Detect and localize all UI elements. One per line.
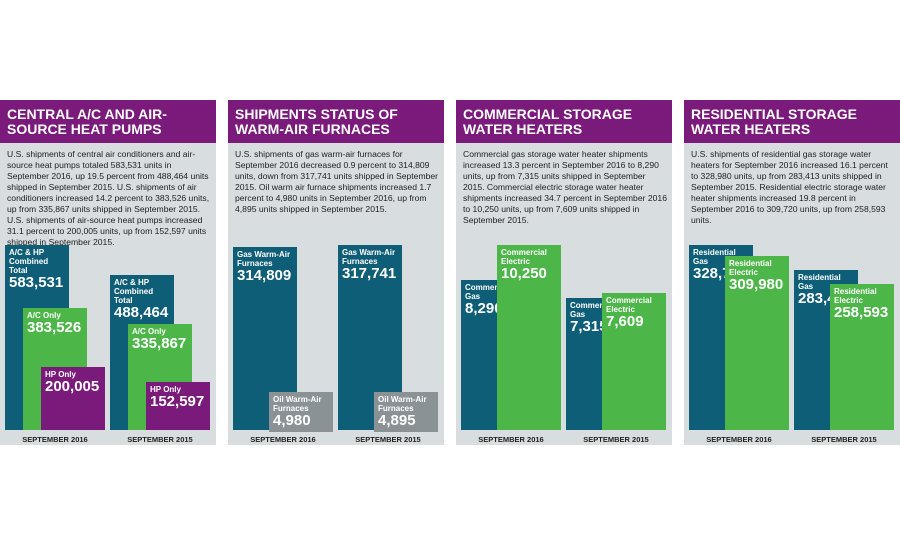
- series-name: Commercial Gas: [570, 300, 616, 319]
- value-label: 258,593: [834, 304, 889, 322]
- series-name: A/C Only: [132, 326, 166, 336]
- category-label: SEPTEMBER 2016: [478, 435, 544, 444]
- bar-label: Gas Warm-Air Furnaces 314,809: [233, 246, 297, 287]
- panel-title: RESIDENTIAL STORAGE WATER HEATERS: [684, 100, 900, 143]
- bar-label: Residential Electric 309,980: [725, 255, 789, 296]
- category-label: SEPTEMBER 2015: [583, 435, 649, 444]
- bar-label: HP Only 200,005: [41, 366, 105, 398]
- series-name: Commercial Electric: [501, 248, 547, 266]
- panel-text: U.S. shipments of gas warm-air furnaces …: [235, 149, 439, 214]
- panel-title: COMMERCIAL STORAGE WATER HEATERS: [456, 100, 672, 143]
- category-label: SEPTEMBER 2015: [355, 435, 421, 444]
- panel: COMMERCIAL STORAGE WATER HEATERS Commerci…: [456, 100, 672, 445]
- value-label: 314,809: [237, 266, 292, 284]
- bar-label: Gas Warm-Air Furnaces 317,741: [338, 245, 402, 285]
- series-name: Gas Warm-Air Furnaces: [237, 249, 291, 268]
- panel-title: SHIPMENTS STATUS OF WARM-AIR FURNACES: [228, 100, 444, 143]
- panel-text: Commercial gas storage water heater ship…: [463, 149, 667, 225]
- series-name: A/C & HP Combined Total: [114, 278, 154, 306]
- series-name: Oil Warm-Air Furnaces: [273, 395, 322, 413]
- panel: SHIPMENTS STATUS OF WARM-AIR FURNACES U.S…: [228, 100, 444, 445]
- category-label: SEPTEMBER 2016: [706, 435, 772, 444]
- bar-label: Oil Warm-Air Furnaces 4,895: [374, 392, 438, 432]
- panel-text: U.S. shipments of residential gas storag…: [691, 149, 888, 225]
- panel: CENTRAL A/C AND AIR-SOURCE HEAT PUMPS U.S…: [0, 100, 216, 445]
- value-label: 10,250: [501, 265, 547, 282]
- value-label: 4,895: [378, 412, 416, 429]
- panel: RESIDENTIAL STORAGE WATER HEATERS U.S. sh…: [684, 100, 900, 445]
- value-label: 4,980: [273, 412, 311, 429]
- series-name: HP Only: [45, 369, 76, 379]
- bar-label: HP Only 152,597: [146, 381, 210, 413]
- value-label: 309,980: [729, 275, 784, 293]
- series-name: A/C Only: [27, 311, 61, 321]
- value-label: 7,609: [606, 312, 644, 330]
- series-name: Residential Gas: [798, 273, 841, 292]
- series-name: Commercial Electric: [606, 295, 652, 314]
- bar-label: A/C Only 335,867: [128, 323, 192, 355]
- series-name: Residential Electric: [729, 258, 772, 277]
- panel-text: U.S. shipments of central air conditione…: [7, 149, 210, 247]
- value-label: 317,741: [342, 265, 397, 282]
- value-label: 152,597: [150, 392, 205, 410]
- bar-label: Residential Electric 258,593: [830, 284, 894, 325]
- value-label: 7,315: [570, 317, 608, 335]
- bar-label: Commercial Electric 10,250: [497, 245, 561, 285]
- value-label: 200,005: [45, 377, 100, 395]
- panel-title: CENTRAL A/C AND AIR-SOURCE HEAT PUMPS: [0, 100, 216, 143]
- series-name: Commercial Gas: [465, 283, 511, 302]
- category-label: SEPTEMBER 2016: [250, 435, 316, 444]
- value-label: 8,290: [465, 300, 503, 318]
- bar-label: A/C & HP Combined Total 488,464: [110, 275, 174, 325]
- bar-label: A/C Only 383,526: [23, 308, 87, 340]
- series-name: Gas Warm-Air Furnaces: [342, 248, 396, 266]
- bar-label: A/C & HP Combined Total 583,531: [5, 245, 69, 294]
- value-label: 583,531: [9, 274, 64, 291]
- value-label: 335,867: [132, 334, 187, 352]
- series-name: A/C & HP Combined Total: [9, 248, 49, 275]
- bar-label: Commercial Electric 7,609: [602, 292, 666, 333]
- category-label: SEPTEMBER 2015: [127, 435, 193, 444]
- category-label: SEPTEMBER 2015: [811, 435, 877, 444]
- value-label: 383,526: [27, 319, 82, 337]
- category-label: SEPTEMBER 2016: [22, 435, 88, 444]
- series-name: Oil Warm-Air Furnaces: [378, 395, 427, 413]
- series-name: HP Only: [150, 384, 181, 394]
- series-name: Residential Gas: [693, 248, 736, 266]
- bar-label: Oil Warm-Air Furnaces 4,980: [269, 392, 333, 432]
- value-label: 488,464: [114, 304, 169, 322]
- series-name: Residential Electric: [834, 287, 877, 306]
